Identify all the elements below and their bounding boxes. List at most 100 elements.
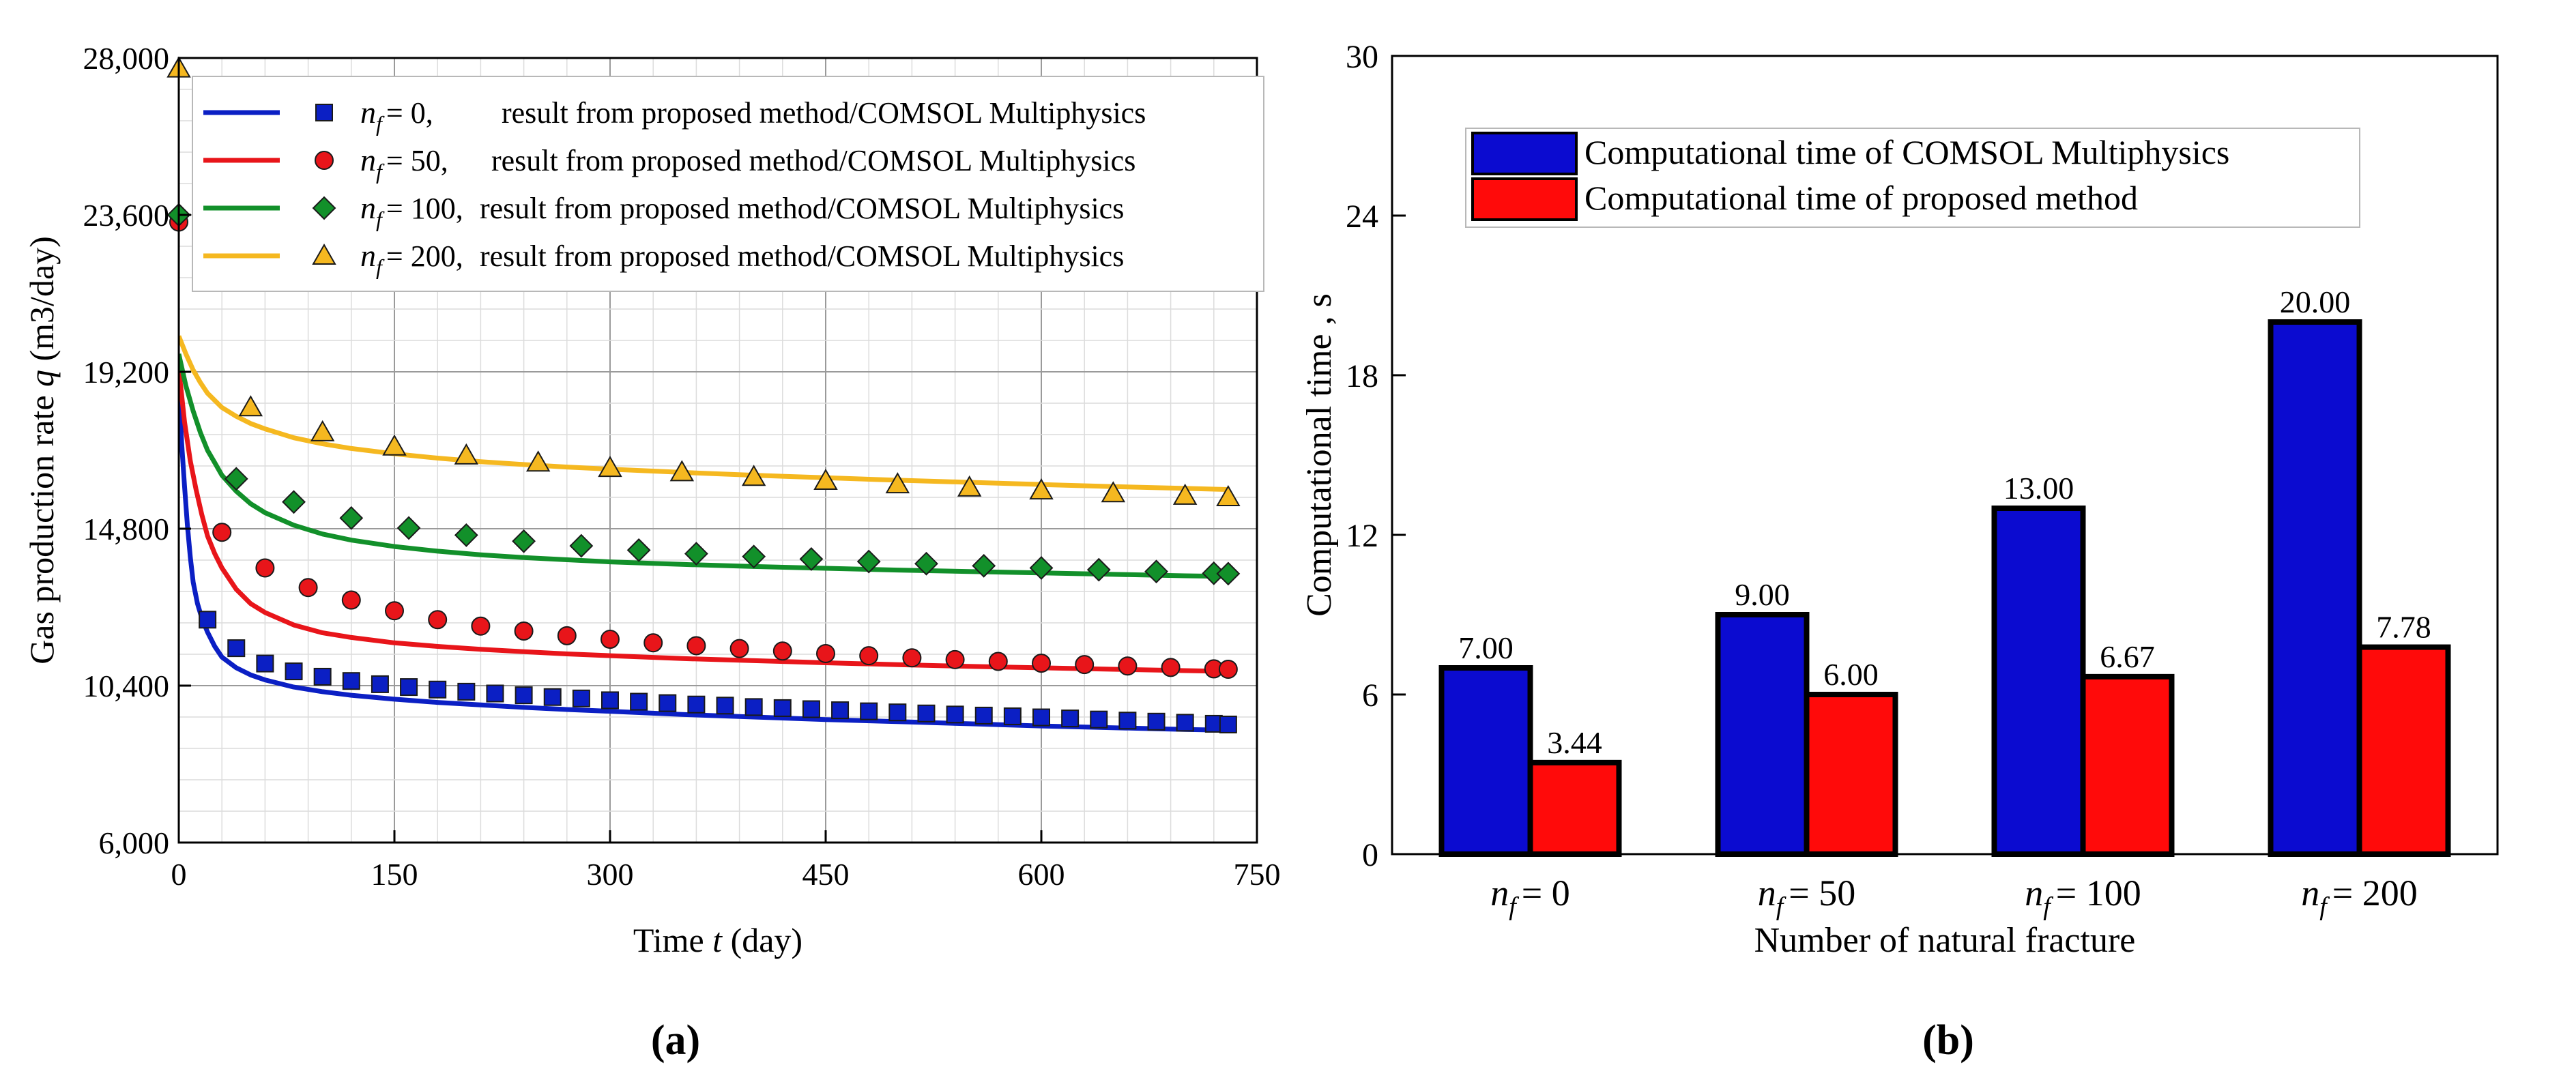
panel-label-b: (b) [1922,1017,1974,1064]
data-point-nf100 [396,516,421,540]
y-tick-label: 10,400 [83,669,170,703]
legend-marker-nf200 [312,243,336,265]
y-tick-label: 18 [1346,358,1378,394]
x-tick-label: nf = 50 [1758,873,1856,921]
data-point-nf200 [1216,484,1241,506]
bar-comsol [1715,612,1810,857]
data-point-nf0 [1090,710,1108,729]
data-point-nf100 [684,542,708,566]
y-tick-label: 6,000 [99,825,170,860]
bar-value-label: 13.00 [2003,471,2074,506]
data-point-nf50 [1075,655,1095,675]
data-point-nf50 [255,558,275,578]
data-point-nf100 [454,523,478,547]
data-point-nf100 [799,547,824,571]
data-point-nf0 [227,639,246,658]
data-point-nf50 [1218,659,1238,679]
y-tick-label: 6 [1362,677,1378,714]
legend-swatch-comsol [1471,132,1578,175]
data-point-nf0 [716,697,734,715]
chart-b: 7.00 3.44 9.00 6.00 13.00 6.67 20.00 7.78 0 6 12 1… [1300,39,2499,1064]
data-point-nf0 [831,701,850,720]
data-point-nf100 [1086,557,1111,582]
data-point-nf50 [816,643,835,663]
y-tick-label: 24 [1346,199,1378,235]
data-point-nf0 [256,654,274,673]
data-point-nf0 [1147,712,1166,731]
x-tick-label: nf = 100 [2025,873,2141,921]
data-point-nf0 [543,688,562,706]
x-axis-label: Number of natural fracture [1754,921,2136,960]
data-point-nf0 [400,678,418,697]
y-tick-label: 30 [1346,39,1378,75]
data-point-nf0 [744,698,763,716]
x-tick-label: nf = 0 [1490,873,1570,921]
data-point-nf200 [669,460,695,482]
data-point-nf100 [1216,561,1241,586]
data-point-nf200 [741,465,766,486]
bar-proposed [2356,644,2451,858]
series-line-nf100 [179,353,1228,579]
x-tick-label: 750 [1234,857,1281,892]
data-point-nf50 [1161,658,1181,677]
bar-value-label: 9.00 [1735,577,1790,612]
legend-label-nf50: nf = 50, result from proposed method/COMSO… [360,143,1135,184]
data-point-nf50 [902,648,922,668]
data-point-nf50 [643,633,663,653]
data-point-nf0 [974,706,993,725]
axis-ticks: 0 150 300 450 600 750 6,000 10,400 14,800 19,200 2… [83,41,1281,892]
bar-comsol [2268,319,2362,857]
data-point-nf0 [371,675,389,693]
data-point-nf0 [888,703,907,722]
data-point-nf0 [1176,714,1194,732]
series-line-nf50 [179,368,1228,674]
data-point-nf100 [339,506,364,530]
data-point-nf50 [385,601,404,621]
data-point-nf0 [1219,715,1237,733]
x-tick-label: 300 [587,857,634,892]
data-point-nf200 [957,475,982,497]
data-point-nf50 [471,616,491,636]
y-axis-label: Computational time , s [1300,293,1339,617]
data-point-nf100 [282,490,306,514]
data-point-nf50 [859,646,879,666]
bar-value-label: 20.00 [2280,284,2351,319]
data-point-nf100 [1144,559,1168,584]
x-tick-label: 600 [1018,857,1065,892]
data-point-nf0 [313,667,332,686]
bars-layer: 7.00 3.44 9.00 6.00 13.00 6.67 20.00 7.78 [1438,284,2451,858]
data-point-nf0 [802,700,820,718]
data-point-nf50 [341,590,361,610]
data-point-nf0 [1061,710,1080,728]
y-tick-label: 23,600 [83,198,170,233]
data-point-nf0 [601,691,619,710]
legend-label-proposed: Computational time of proposed method [1584,179,2138,217]
y-tick-label: 14,800 [83,512,170,546]
legend-box [1465,128,2360,228]
data-point-nf0 [199,611,217,629]
data-point-nf100 [914,551,938,576]
data-point-nf200 [1029,478,1054,500]
x-tick-label: 0 [171,857,187,892]
legend-marker-nf50 [315,151,334,170]
bar-proposed [1527,759,1622,857]
data-point-nf50 [1118,656,1138,676]
data-point-nf200 [598,456,622,478]
legend-marker-nf0 [315,104,333,121]
data-point-nf50 [1032,654,1051,673]
data-point-nf50 [729,639,749,658]
data-point-nf100 [972,553,996,578]
data-point-nf50 [557,626,577,645]
data-point-nf200 [525,450,551,472]
data-point-nf200 [454,443,479,465]
data-point-nf200 [885,472,910,494]
data-point-nf0 [860,702,878,720]
bar-proposed [1804,692,1898,857]
series-layer [167,56,1241,733]
bar-value-label: 7.00 [1458,630,1514,665]
data-point-nf50 [514,622,534,641]
bar-comsol [1991,506,2086,857]
data-point-nf0 [630,692,648,711]
data-point-nf0 [1118,712,1137,730]
